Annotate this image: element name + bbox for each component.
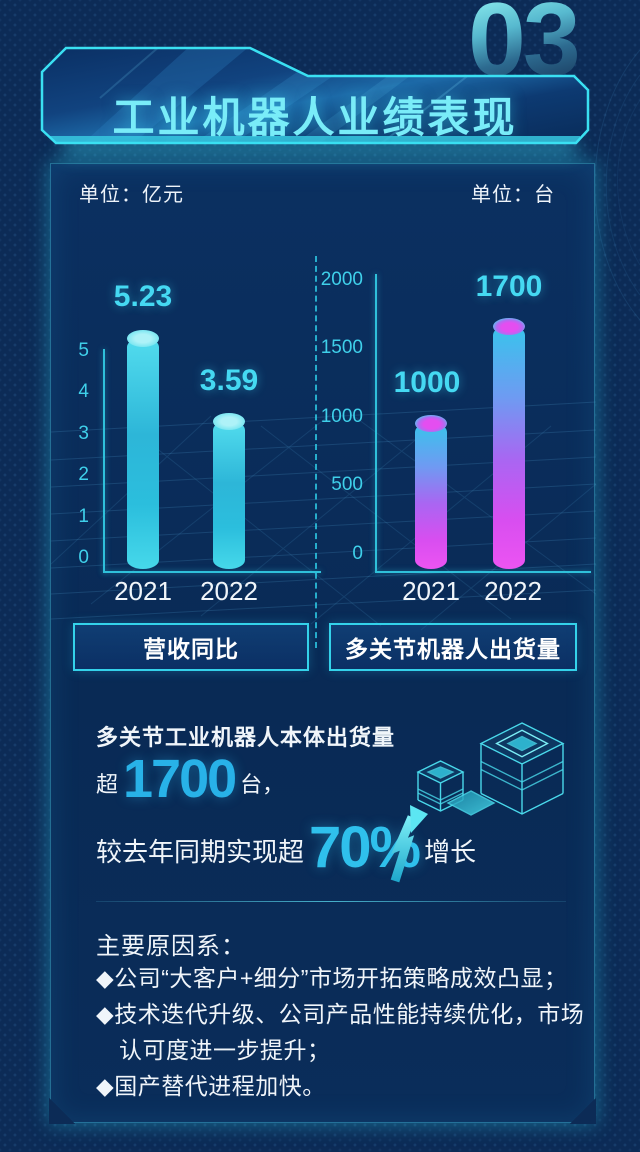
y-tick: 1500 — [320, 337, 363, 358]
bar-value-label: 5.23 — [113, 280, 173, 313]
bar-revenue-2022 — [213, 413, 245, 569]
x-category-label: 2021 — [402, 576, 460, 606]
bar-revenue-2021 — [127, 330, 159, 569]
title-banner — [40, 46, 590, 145]
highlight-prefix: 较去年同期实现超 — [96, 837, 305, 867]
panel-corner-cut — [49, 1098, 75, 1124]
separator-line — [96, 901, 566, 902]
y-tick: 4 — [78, 381, 89, 402]
y-tick: 3 — [78, 423, 89, 444]
isometric-cubes-icon — [390, 722, 565, 883]
highlight-prefix: 超 — [96, 772, 119, 797]
bar-shipments-2022 — [493, 318, 525, 569]
reason-item: ◆技术迭代升级、公司产品性能持续优化，市场认可度进一步提升； — [96, 1001, 585, 1063]
page-title: 工业机器人业绩表现 — [112, 94, 518, 141]
x-axis — [375, 571, 591, 573]
x-category-label: 2022 — [200, 576, 258, 606]
bar-shipments-2021 — [415, 415, 447, 569]
highlight-suffix: 增长 — [424, 837, 477, 867]
highlight-value-1700: 1700 — [123, 749, 237, 809]
y-tick: 2 — [78, 464, 89, 485]
highlight-line1: 多关节工业机器人本体出货量 — [96, 725, 396, 750]
reason-item: ◆国产替代进程加快。 — [96, 1073, 326, 1099]
caption-shipments: 多关节机器人出货量 — [329, 623, 577, 671]
y-tick: 1000 — [320, 406, 363, 427]
y-tick: 2000 — [320, 269, 363, 290]
reasons-heading: 主要原因系： — [96, 933, 246, 960]
x-axis — [103, 571, 321, 573]
reason-item: ◆公司“大客户+细分”市场开拓策略成效凸显； — [96, 965, 568, 991]
bar-value-label: 3.59 — [199, 364, 259, 397]
x-category-label: 2021 — [114, 576, 172, 606]
y-tick: 0 — [352, 543, 363, 564]
bar-value-label: 1700 — [475, 270, 543, 303]
reasons-list: ◆公司“大客户+细分”市场开拓策略成效凸显； ◆技术迭代升级、公司产品性能持续优… — [96, 960, 596, 1104]
growth-arrow-icon — [390, 805, 428, 883]
y-tick: 5 — [78, 340, 89, 361]
unit-label-right: 单位：台 — [471, 184, 555, 206]
unit-label-left: 单位：亿元 — [79, 184, 184, 206]
panel-corner-cut — [570, 1098, 596, 1124]
chart-divider — [315, 256, 317, 648]
main-panel: 单位：亿元 单位：台 5 4 3 2 1 0 5.23 3.59 2021 20… — [49, 163, 596, 1124]
y-axis — [375, 274, 377, 573]
y-tick: 500 — [331, 474, 363, 495]
y-axis — [103, 349, 105, 573]
x-category-label: 2022 — [484, 576, 542, 606]
bar-value-label: 1000 — [393, 366, 461, 399]
caption-revenue: 营收同比 — [73, 623, 309, 671]
y-tick: 0 — [78, 547, 89, 568]
wave-decoration — [594, 50, 640, 321]
y-tick: 1 — [78, 506, 89, 527]
highlight-line2: 超 1700 台， — [96, 752, 284, 806]
highlight-suffix: 台， — [240, 772, 285, 797]
